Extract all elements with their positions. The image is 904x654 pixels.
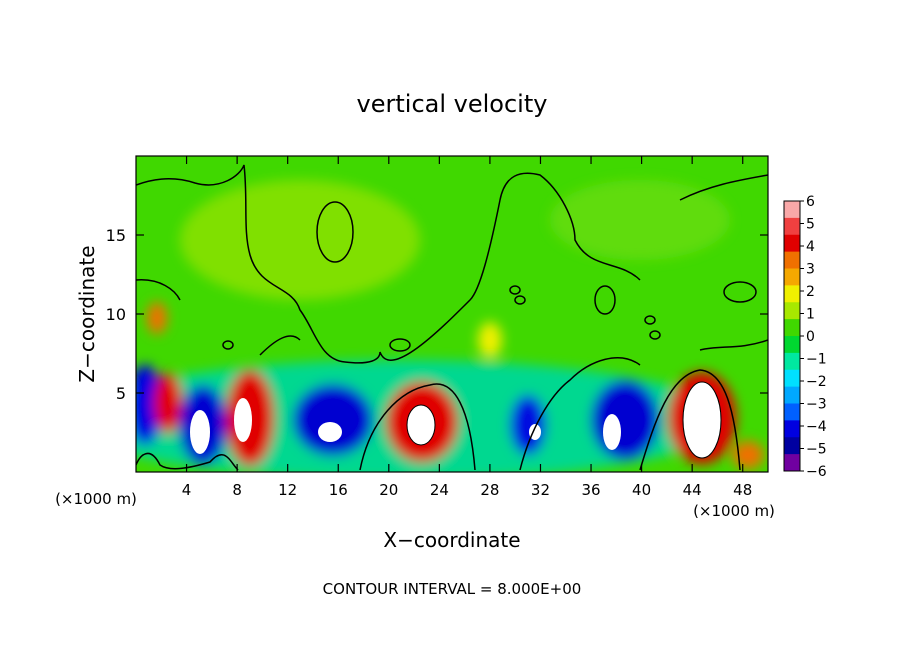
x-tick-label: 20 xyxy=(379,481,398,499)
colorbar-swatch xyxy=(784,268,800,286)
x-tick-label: 28 xyxy=(480,481,499,499)
y-tick-label: 15 xyxy=(106,226,126,245)
colorbar-swatch xyxy=(784,437,800,455)
colorbar-label: −4 xyxy=(806,419,827,435)
contour-line xyxy=(639,369,741,471)
colorbar-swatch xyxy=(784,217,800,236)
x-tick-label: 44 xyxy=(683,481,702,499)
contour-line xyxy=(519,357,641,471)
colorbar-label: 0 xyxy=(806,329,815,345)
x-tick-label: 16 xyxy=(329,481,348,499)
downdraft-core xyxy=(510,395,546,455)
colorbar-label: 3 xyxy=(806,262,815,278)
colorbar-swatch xyxy=(784,454,800,472)
contour-line xyxy=(259,335,301,356)
colorbar-swatch xyxy=(784,302,800,320)
x-tick-label: 24 xyxy=(430,481,449,499)
contour-interval-note: CONTOUR INTERVAL = 8.000E+00 xyxy=(323,580,582,598)
downdraft-core xyxy=(293,384,373,456)
peak-core xyxy=(190,410,210,454)
colorbar-swatch xyxy=(784,251,800,269)
zero-contours xyxy=(136,164,768,471)
colorbar-swatch xyxy=(784,403,800,421)
colorbar-swatch xyxy=(784,369,800,388)
x-unit-right: (×1000 m) xyxy=(693,502,775,520)
contour-line xyxy=(359,383,476,471)
colorbar-label: 5 xyxy=(806,217,815,233)
colorbar-label: −6 xyxy=(806,464,827,480)
x-tick-label: 8 xyxy=(232,481,242,499)
contour-line xyxy=(136,279,181,301)
colorbar-label: −3 xyxy=(806,397,827,413)
x-tick-label: 4 xyxy=(182,481,192,499)
downdraft-core xyxy=(136,365,163,445)
peak-core xyxy=(406,404,436,446)
x-tick-label: 36 xyxy=(581,481,600,499)
y-axis: 5 10 15 xyxy=(106,226,768,403)
colorbar: 6 5 4 3 2 1 0 −1 −2 −3 −4 −5 −6 xyxy=(783,194,827,480)
colorbar-swatch xyxy=(784,285,800,303)
colorbar-swatch xyxy=(784,420,800,438)
colorbar-swatch xyxy=(784,201,800,219)
x-axis-label: X−coordinate xyxy=(383,528,520,552)
contour-line xyxy=(136,164,641,364)
x-axis: 4 8 12 16 20 24 28 32 36 40 44 48 xyxy=(182,156,752,499)
peak-core xyxy=(318,422,342,442)
updraft-patch xyxy=(478,322,502,358)
colorbar-swatch xyxy=(784,234,800,253)
updraft-core xyxy=(154,373,182,433)
contour-loop xyxy=(594,285,616,315)
y-axis-label: Z−coordinate xyxy=(75,245,99,382)
contour-loop xyxy=(389,338,411,352)
upper-field-patch xyxy=(180,180,420,300)
colorbar-swatch xyxy=(784,386,800,404)
colorbar-label: −2 xyxy=(806,374,827,390)
colorbar-label: −1 xyxy=(806,352,827,368)
contour-line xyxy=(136,452,239,471)
colorbar-label: 6 xyxy=(806,194,815,210)
peak-centers xyxy=(190,381,722,459)
y-tick-label: 5 xyxy=(116,384,126,403)
contour-line xyxy=(679,174,768,201)
peak-core xyxy=(234,398,252,442)
colorbar-label: 1 xyxy=(806,307,815,323)
contour-loop xyxy=(723,281,757,303)
colorbar-swatch xyxy=(784,319,800,337)
contour-loop xyxy=(509,285,521,295)
contour-loop xyxy=(222,340,234,350)
downdraft-core xyxy=(591,380,659,460)
contour-loop xyxy=(649,330,661,340)
contour-loop xyxy=(644,315,656,325)
contour-loop xyxy=(316,201,354,263)
contour-line xyxy=(699,339,768,351)
plot-area xyxy=(136,156,768,472)
updraft-patch xyxy=(147,302,167,334)
upper-field-patch xyxy=(550,180,730,260)
y-tick-label: 10 xyxy=(106,305,126,324)
colorbar-label: −5 xyxy=(806,442,827,458)
colorbar-label: 2 xyxy=(806,284,815,300)
x-unit-left: (×1000 m) xyxy=(55,490,137,508)
peak-core xyxy=(603,414,621,450)
x-tick-label: 48 xyxy=(733,481,752,499)
colorbar-swatch xyxy=(784,336,800,354)
contour-loop xyxy=(514,295,526,305)
x-tick-label: 40 xyxy=(632,481,651,499)
chart-title: vertical velocity xyxy=(357,90,548,118)
colorbar-swatch xyxy=(784,352,800,371)
colorbar-label: 4 xyxy=(806,239,815,255)
x-tick-label: 12 xyxy=(278,481,297,499)
peak-core xyxy=(682,381,722,459)
x-tick-label: 32 xyxy=(531,481,550,499)
